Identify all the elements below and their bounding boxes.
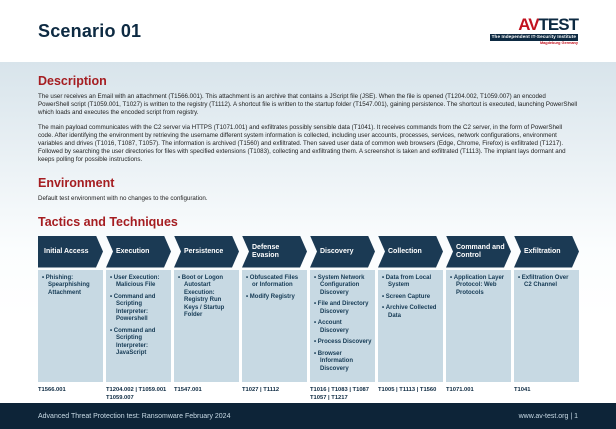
tactic-column: Execution User Execution: Malicious File… [106,236,171,403]
environment-text: Default test environment with no changes… [38,194,208,202]
technique-list: System Network Configuration Discovery Fi… [310,269,375,382]
tactic-header-chevron: Initial Access [38,236,103,268]
technique-item: Phishing: Spearphishing Attachment [42,275,100,298]
tactic-column: Collection Data from Local System Screen … [378,236,443,403]
environment-heading: Environment [38,175,115,190]
technique-item: Browser Information Discovery [314,351,372,374]
tactic-header-chevron: Command and Control [446,236,511,268]
technique-codes: T1027 | T1112 [242,387,280,394]
tactic-header-chevron: Exfiltration [514,236,579,268]
technique-item: Command and Scripting Interpreter: Power… [110,294,168,324]
page-content: Description The user receives an Email w… [0,62,616,403]
technique-list: User Execution: Malicious File Command an… [106,269,171,382]
technique-list: Boot or Logon Autostart Execution: Regis… [174,269,239,383]
avtest-logo-wordmark: AVTEST [518,14,579,34]
technique-codes: T1041 [514,387,531,394]
tactic-header-chevron: Persistence [174,236,239,268]
tactics-table: Initial Access Phishing: Spearphishing A… [38,236,579,403]
avtest-logo-tagline: The Independent IT-Security Institute [489,33,578,42]
tactic-column: Discovery System Network Configuration D… [310,236,375,403]
technique-item: Obfuscated Files or Information [246,275,304,290]
page-title: Scenario 01 [38,20,142,41]
description-heading: Description [38,74,107,88]
avtest-logo-location: Magdeburg Germany [540,41,578,46]
footer-report-title: Advanced Threat Protection test: Ransomw… [38,412,231,420]
technique-codes: T1016 | T1083 | T1087 T1057 | T1217 [310,387,369,401]
tactic-column: Command and Control Application Layer Pr… [446,236,511,403]
technique-codes: T1071.001 [446,387,474,394]
section-description: Description The user receives an Email w… [38,74,578,165]
tactic-header-chevron: Collection [378,236,443,268]
avtest-logo-test: TEST [538,14,579,34]
page-header: Scenario 01 AVTEST The Independent IT-Se… [0,0,616,62]
technique-list: Obfuscated Files or Information Modify Re… [242,269,307,383]
technique-codes: T1005 | T1113 | T1560 [378,387,437,394]
technique-item: Exfiltration Over C2 Channel [518,275,576,290]
technique-item: User Execution: Malicious File [110,275,168,290]
technique-list: Phishing: Spearphishing Attachment [38,269,103,383]
technique-codes: T1566.001 [38,387,66,394]
technique-item: Account Discovery [314,320,372,335]
technique-list: Data from Local System Screen Capture Arch… [378,269,443,383]
tactic-column: Exfiltration Exfiltration Over C2 Channe… [514,236,579,403]
section-environment: Environment Default test environment wit… [38,176,578,202]
tactic-header-chevron: Execution [106,236,171,268]
tactic-header-chevron: Discovery [310,236,375,268]
technique-item: Boot or Logon Autostart Execution: Regis… [178,275,236,320]
technique-item: File and Directory Discovery [314,301,372,316]
tactics-heading: Tactics and Techniques [38,214,178,229]
technique-list: Exfiltration Over C2 Channel [514,269,579,383]
description-paragraph-1: The user receives an Email with an attac… [38,93,578,117]
tactic-header-chevron: Defense Evasion [242,236,307,268]
technique-item: Command and Scripting Interpreter: JavaS… [110,328,168,358]
description-paragraph-2: The main payload communicates with the C… [38,123,566,164]
technique-item: Data from Local System [382,275,440,290]
tactic-column: Defense Evasion Obfuscated Files or Info… [242,236,307,403]
avtest-logo: AVTEST The Independent IT-Security Insti… [489,14,579,46]
technique-codes: T1204.002 | T1059.001 T1059.007 [106,387,167,401]
tactic-column: Initial Access Phishing: Spearphishing A… [38,236,103,403]
technique-item: Process Discovery [314,339,372,347]
tactic-column: Persistence Boot or Logon Autostart Exec… [174,236,239,403]
technique-codes: T1547.001 [174,387,202,394]
technique-item: Application Layer Protocol: Web Protocol… [450,275,508,298]
footer-website-link[interactable]: www.av-test.org | 1 [518,412,578,420]
technique-item: Modify Registry [246,294,304,302]
technique-list: Application Layer Protocol: Web Protocol… [446,269,511,383]
avtest-logo-av: AV [518,14,539,34]
technique-item: System Network Configuration Discovery [314,275,372,298]
technique-item: Screen Capture [382,294,440,302]
page-footer: Advanced Threat Protection test: Ransomw… [0,403,616,429]
section-tactics: Tactics and Techniques Initial Access Ph… [38,214,579,403]
technique-item: Archive Collected Data [382,305,440,320]
